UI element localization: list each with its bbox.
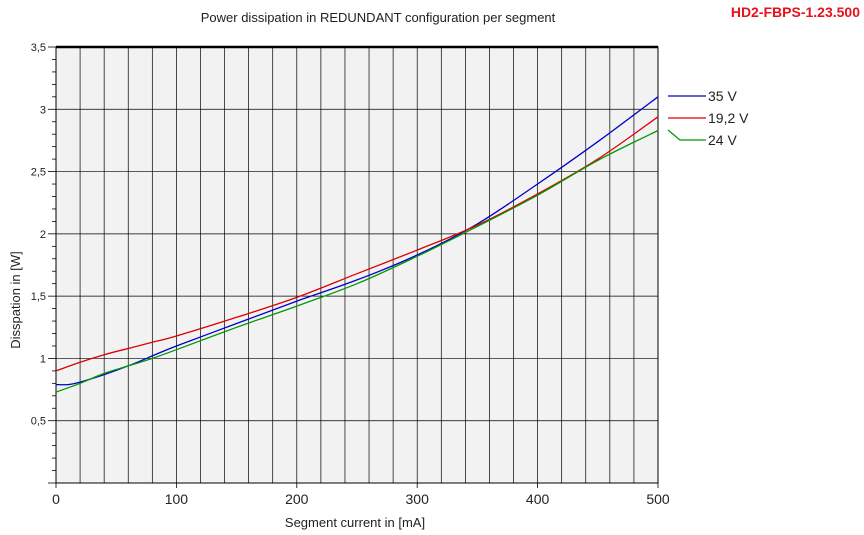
legend-label-35-v: 35 V [708, 88, 737, 104]
series-line-19-2-v [55, 116, 659, 372]
y-tick-label: 0,5 [31, 416, 46, 428]
x-tick-label: 500 [646, 491, 670, 507]
y-tick-label: 3,5 [31, 42, 46, 54]
series-line-24-v [55, 129, 659, 393]
axis-ticks: 0,5 1 1,5 2 2,5 3 3,5 0 100 200 300 400 500 [31, 42, 670, 507]
y-tick-label: 2,5 [31, 167, 46, 179]
legend-label-24-v: 24 V [708, 132, 737, 148]
chart-title: Power dissipation in REDUNDANT configura… [201, 10, 556, 25]
x-tick-label: 200 [285, 491, 309, 507]
plot-frame [55, 46, 659, 484]
x-tick-label: 0 [52, 491, 60, 507]
y-tick-label: 2 [40, 229, 46, 241]
product-code: HD2-FBPS-1.23.500 [731, 4, 860, 20]
x-axis-label: Segment current in [mA] [285, 515, 425, 530]
series-lines [55, 96, 659, 393]
legend-label-19-2-v: 19,2 V [708, 110, 749, 126]
plot-area [56, 47, 658, 483]
legend-swatch-24-v [667, 129, 706, 141]
x-tick-label: 100 [165, 491, 189, 507]
y-tick-label: 1 [40, 353, 46, 365]
y-tick-label: 1,5 [31, 291, 46, 303]
legend: 35 V 19,2 V 24 V [667, 88, 749, 148]
y-tick-label: 3 [40, 104, 46, 116]
y-axis-label: Disspation in [W] [8, 251, 23, 349]
x-tick-label: 400 [526, 491, 550, 507]
x-tick-label: 300 [406, 491, 430, 507]
